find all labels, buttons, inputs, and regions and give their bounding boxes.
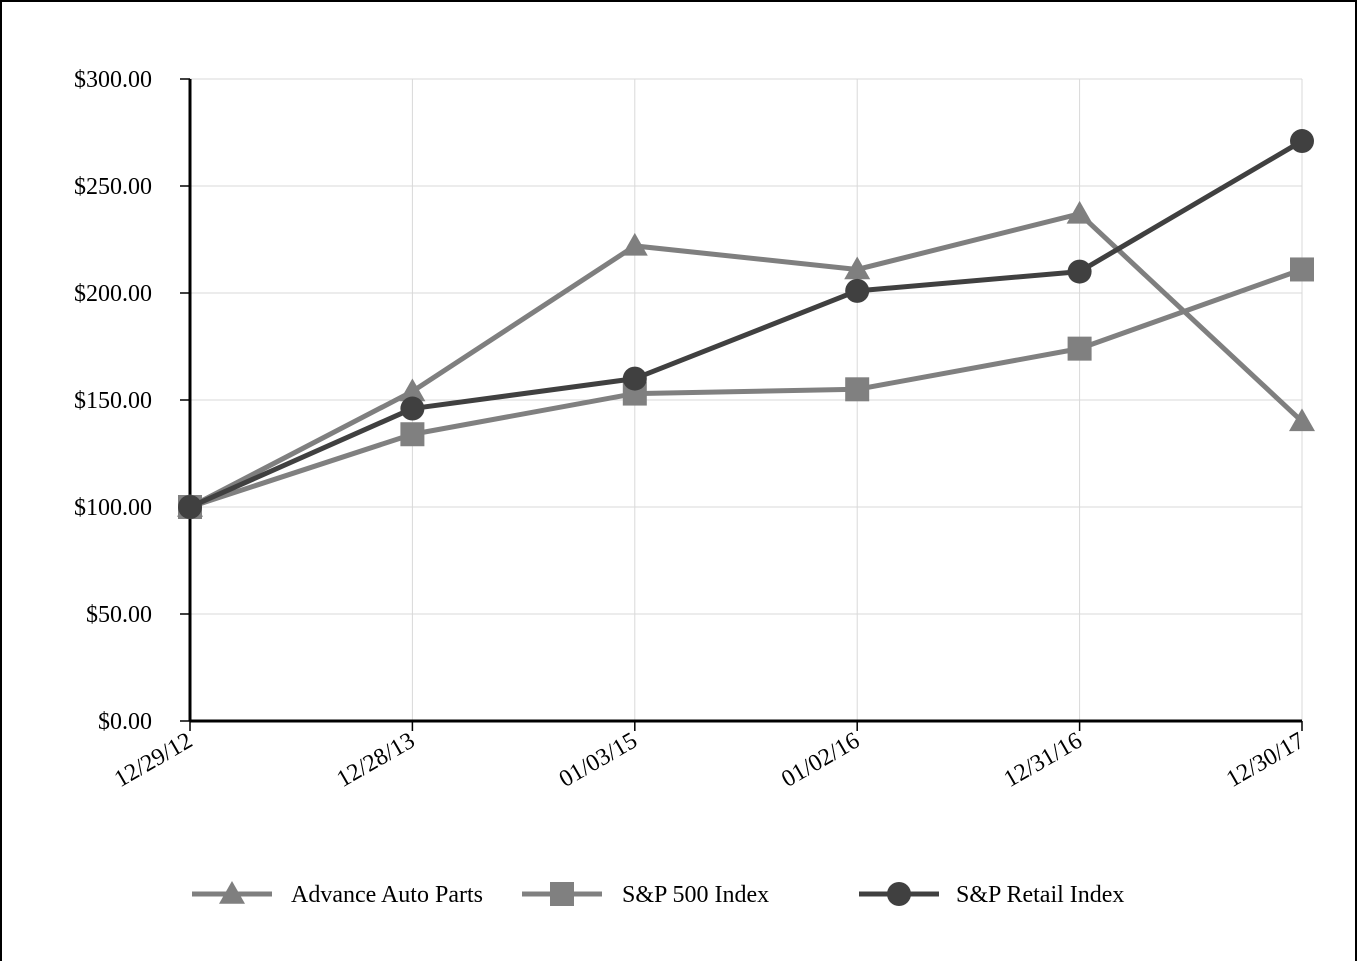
series-line-s-p-500-index (189, 267, 1303, 510)
data-point-s-p-retail-index (622, 366, 647, 391)
legend-marker-square-icon (550, 882, 574, 906)
data-point-advance-auto-parts (399, 378, 426, 402)
y-tick-label: $100.00 (74, 495, 152, 521)
x-tick-label: 12/28/13 (332, 728, 419, 793)
x-tick-label: 12/31/16 (1000, 728, 1087, 793)
series-group (177, 129, 1315, 519)
x-tick-label: 12/30/17 (1222, 728, 1309, 793)
legend-item-advance-auto-parts: Advance Auto Parts (192, 881, 483, 908)
legend-label: S&P 500 Index (622, 882, 769, 908)
legend: Advance Auto Parts S&P 500 Index S&P Retai… (192, 881, 1124, 908)
legend-marker-triangle-icon (219, 881, 245, 904)
data-point-s-p-retail-index (178, 495, 202, 519)
y-tick-label: $0.00 (98, 709, 152, 735)
y-tick-label: $250.00 (74, 174, 152, 200)
legend-marker-circle-icon (887, 882, 911, 906)
legend-label: Advance Auto Parts (291, 882, 483, 908)
data-point-s-p-retail-index (1067, 259, 1092, 284)
series-s-p-500-index (178, 257, 1314, 519)
x-tick-label: 01/03/15 (555, 728, 642, 793)
data-point-s-p-500-index (400, 422, 425, 447)
legend-item-s-p-retail-index: S&P Retail Index (859, 882, 1124, 908)
y-tick-label: $300.00 (74, 67, 152, 93)
data-point-advance-auto-parts (1066, 200, 1093, 224)
series-s-p-retail-index (178, 129, 1314, 519)
data-point-s-p-500-index (1290, 257, 1314, 282)
data-point-advance-auto-parts (1289, 408, 1315, 432)
grid-lines (190, 78, 1303, 721)
series-advance-auto-parts (177, 200, 1315, 517)
series-line-s-p-retail-index (188, 138, 1304, 510)
y-tick-label: $200.00 (74, 281, 152, 307)
x-tick-label: 01/02/16 (777, 728, 864, 793)
data-point-s-p-retail-index (400, 396, 425, 421)
data-point-advance-auto-parts (844, 256, 871, 280)
x-tick-label: 12/29/12 (110, 728, 197, 793)
y-tick-label: $50.00 (86, 602, 152, 628)
y-tick-label: $150.00 (74, 388, 152, 414)
data-point-s-p-retail-index (845, 278, 870, 303)
series-line-advance-auto-parts (188, 211, 1304, 510)
legend-item-s-p-500-index: S&P 500 Index (522, 882, 769, 908)
legend-label: S&P Retail Index (956, 882, 1124, 908)
data-point-s-p-500-index (845, 377, 870, 402)
x-axis-ticks: 12/29/12 12/28/13 01/03/15 01/02/16 12/31/16… (110, 721, 1309, 793)
data-point-s-p-retail-index (1290, 129, 1314, 154)
data-point-s-p-500-index (1067, 336, 1092, 361)
y-axis-ticks: $0.00 $50.00 $100.00 $150.00 $200.00 $250.00 $… (74, 67, 190, 735)
data-point-advance-auto-parts (621, 232, 648, 256)
